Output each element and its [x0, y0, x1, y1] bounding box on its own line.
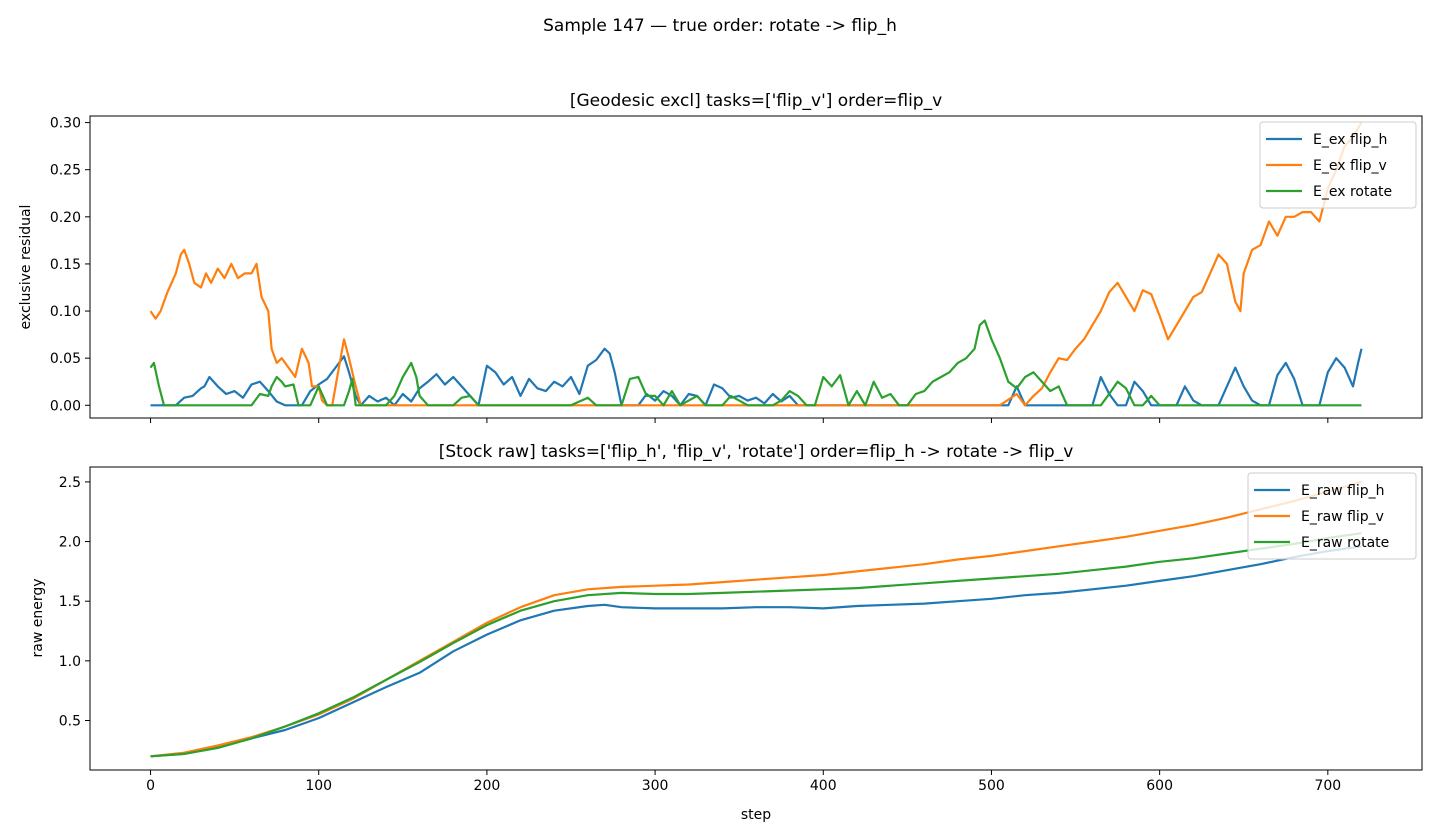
- series-line-e-raw-flip-h: [150, 545, 1362, 758]
- legend-label-e-raw-rotate: E_raw rotate: [1301, 535, 1389, 551]
- chart-top-legend: E_ex flip_h E_ex flip_v E_ex rotate: [1259, 121, 1417, 209]
- chart-bottom-ytick-label: 1.5: [59, 594, 81, 610]
- chart-top-ytick-label: 0.20: [50, 210, 81, 226]
- chart-top-ytick-label: 0.30: [50, 116, 81, 132]
- chart-bottom-xtick-label: 200: [474, 778, 501, 794]
- chart-bottom: [Stock raw] tasks=['flip_h', 'flip_v', '…: [30, 442, 1423, 823]
- chart-top-ytick-label: 0.05: [50, 351, 81, 367]
- legend-frame: [1259, 121, 1417, 209]
- chart-top-series: [149, 122, 1363, 407]
- series-line-e-raw-flip-v: [150, 480, 1362, 758]
- series-line-e-ex-rotate: [149, 319, 1362, 407]
- chart-bottom-xtick-label: 300: [642, 778, 669, 794]
- chart-top-title: [Geodesic excl] tasks=['flip_v'] order=f…: [570, 91, 942, 111]
- chart-bottom-xtick-label: 400: [810, 778, 837, 794]
- chart-bottom-xtick-label: 100: [305, 778, 332, 794]
- chart-top-ytick-label: 0.00: [50, 398, 81, 414]
- series-line-e-ex-flip-h: [150, 347, 1363, 407]
- suptitle: Sample 147 — true order: rotate -> flip_…: [543, 16, 897, 36]
- series-line-e-ex-flip-v: [149, 122, 1363, 407]
- chart-bottom-title: [Stock raw] tasks=['flip_h', 'flip_v', '…: [439, 442, 1074, 462]
- chart-bottom-ytick-label: 2.5: [59, 475, 81, 491]
- chart-bottom-xtick-label: 700: [1314, 778, 1341, 794]
- chart-bottom-ytick-label: 2.0: [59, 535, 81, 551]
- chart-bottom-xtick-label: 600: [1146, 778, 1173, 794]
- legend-frame: [1247, 472, 1417, 560]
- chart-bottom-xtick-label: 500: [978, 778, 1005, 794]
- chart-top-ylabel: exclusive residual: [18, 205, 34, 330]
- chart-top-ytick-label: 0.10: [50, 304, 81, 320]
- chart-bottom-ytick-label: 0.5: [59, 713, 81, 729]
- chart-top-ytick-label: 0.15: [50, 257, 81, 273]
- legend-label-e-raw-flip-h: E_raw flip_h: [1301, 483, 1385, 499]
- chart-bottom-ytick-label: 1.0: [59, 654, 81, 670]
- legend-label-e-ex-rotate: E_ex rotate: [1313, 184, 1392, 200]
- legend-label-e-ex-flip-h: E_ex flip_h: [1313, 132, 1387, 148]
- chart-bottom-frame: [89, 466, 1423, 771]
- chart-bottom-xtick-label: 0: [146, 778, 155, 794]
- chart-bottom-xlabel: step: [741, 807, 771, 823]
- chart-bottom-ylabel: raw energy: [30, 578, 46, 657]
- legend-label-e-ex-flip-v: E_ex flip_v: [1313, 158, 1387, 174]
- chart-bottom-legend: E_raw flip_h E_raw flip_v E_raw rotate: [1247, 472, 1417, 560]
- chart-top: [Geodesic excl] tasks=['flip_v'] order=f…: [18, 91, 1423, 423]
- chart-bottom-ticks: 0 100 200 300 400 500 600 700 0.5 1.0 1.5 2.0 2.5: [59, 475, 1341, 794]
- chart-top-ytick-label: 0.25: [50, 163, 81, 179]
- chart-bottom-series: [150, 480, 1362, 758]
- legend-label-e-raw-flip-v: E_raw flip_v: [1301, 509, 1384, 525]
- chart-top-frame: [89, 115, 1423, 419]
- chart-top-ticks: 0.00 0.05 0.10 0.15 0.20 0.25 0.30: [50, 116, 1329, 423]
- series-line-e-raw-rotate: [150, 532, 1362, 758]
